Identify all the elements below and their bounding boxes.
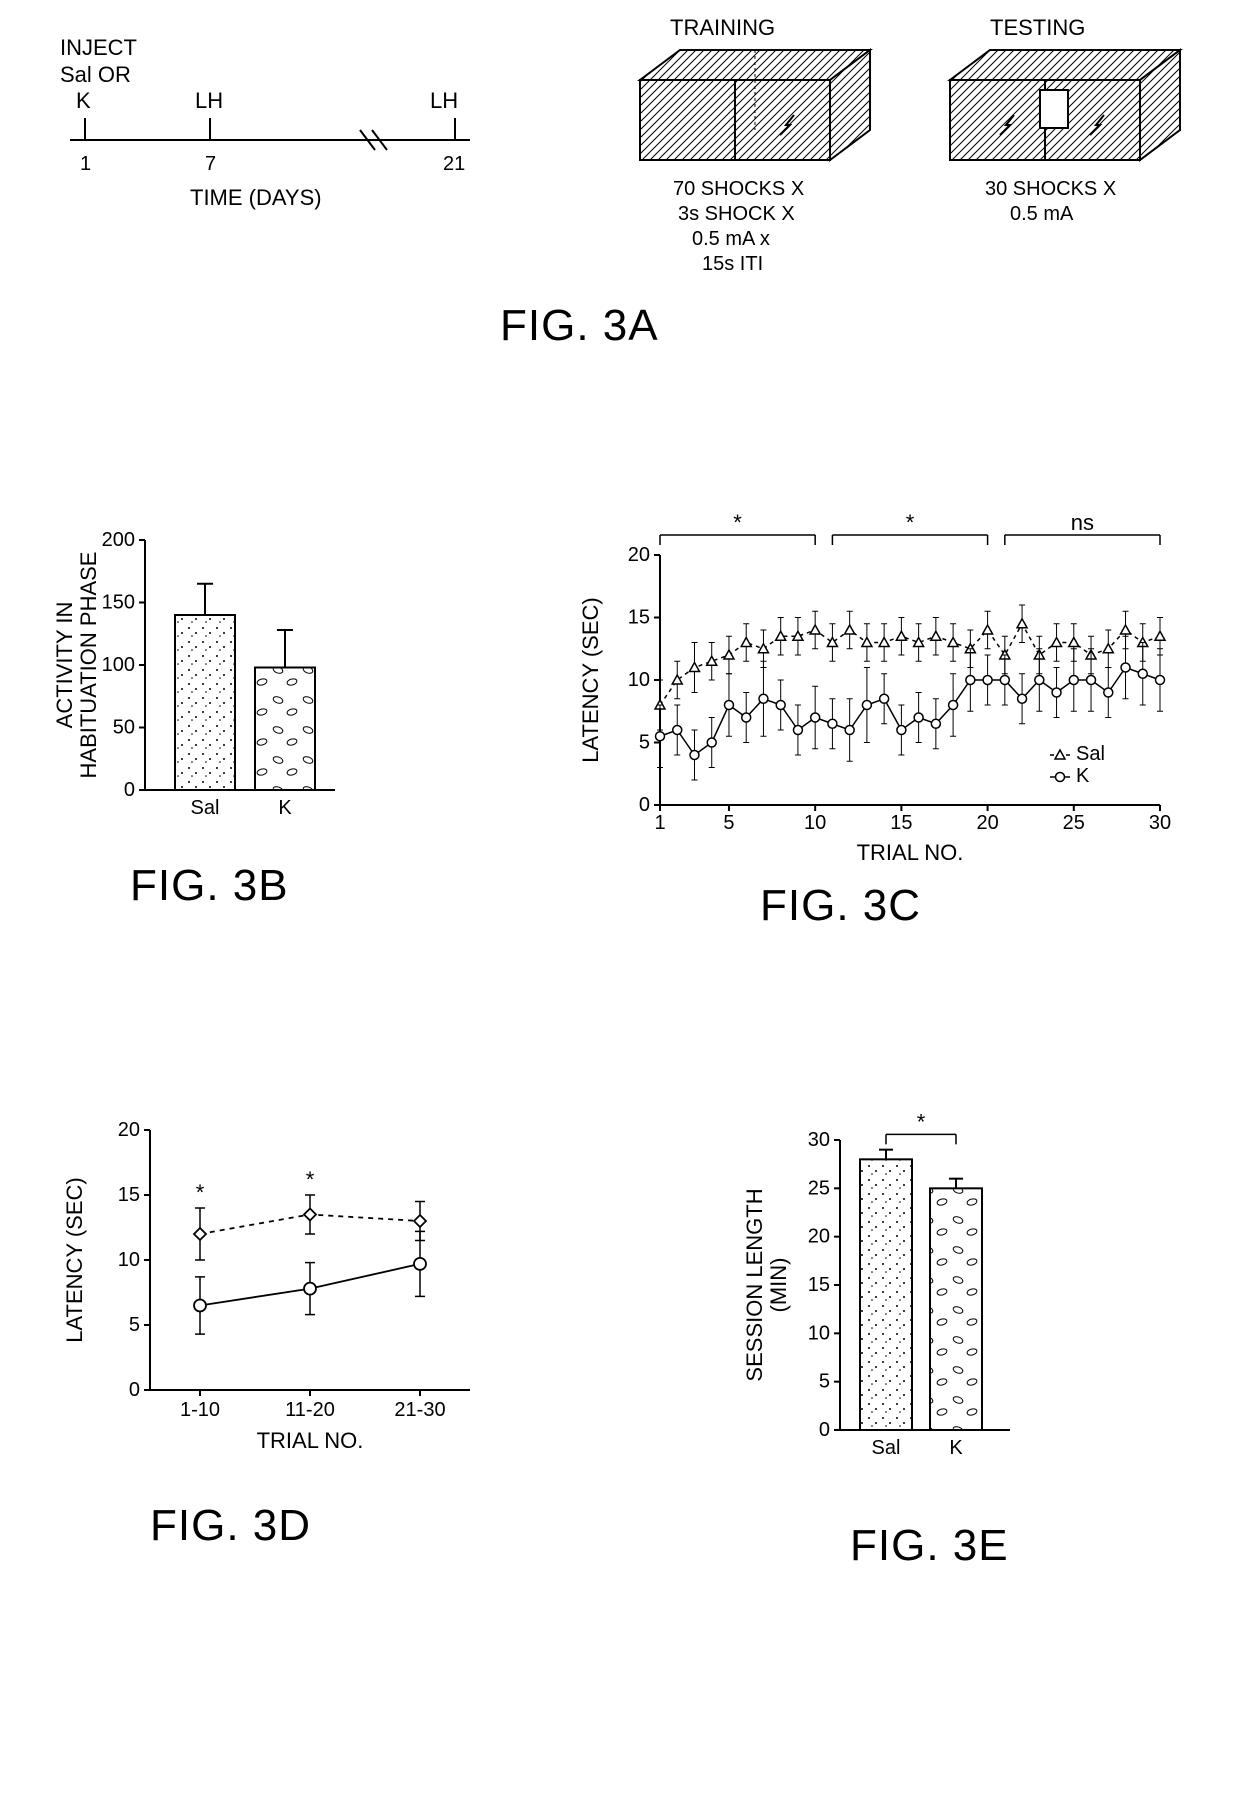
- fig-3a: INJECT Sal OR K LH LH 1 7 21 TIME (DAYS)…: [60, 15, 1180, 350]
- svg-text:10: 10: [808, 1322, 830, 1344]
- tick-7: 7: [205, 153, 216, 175]
- svg-text:(MIN): (MIN): [766, 1258, 791, 1313]
- svg-text:5: 5: [639, 732, 650, 754]
- tick-21: 21: [443, 153, 465, 175]
- svg-text:*: *: [906, 510, 915, 535]
- svg-text:K: K: [278, 797, 292, 819]
- svg-text:25: 25: [808, 1177, 830, 1199]
- svg-text:*: *: [917, 1109, 926, 1134]
- svg-text:21-30: 21-30: [394, 1399, 445, 1421]
- svg-text:30: 30: [808, 1129, 830, 1151]
- svg-text:*: *: [306, 1167, 315, 1192]
- svg-text:LATENCY (SEC): LATENCY (SEC): [62, 1177, 87, 1342]
- svg-text:20: 20: [808, 1226, 830, 1248]
- svg-text:15: 15: [890, 812, 912, 834]
- svg-text:K: K: [949, 1437, 963, 1459]
- svg-text:HABITUATION PHASE: HABITUATION PHASE: [76, 552, 101, 779]
- fig3c-label: FIG. 3C: [760, 881, 921, 930]
- k-label: K: [76, 88, 91, 113]
- testing-line-1: 0.5 mA: [1010, 203, 1074, 225]
- svg-text:20: 20: [628, 544, 650, 566]
- svg-text:TRIAL NO.: TRIAL NO.: [257, 1428, 364, 1453]
- svg-text:SESSION LENGTH: SESSION LENGTH: [742, 1188, 767, 1381]
- svg-text:Sal: Sal: [1076, 743, 1105, 765]
- svg-text:*: *: [196, 1180, 205, 1205]
- svg-text:10: 10: [804, 812, 826, 834]
- svg-text:11-20: 11-20: [285, 1399, 335, 1421]
- svg-text:ACTIVITY IN: ACTIVITY IN: [52, 602, 77, 729]
- svg-text:0: 0: [639, 794, 650, 816]
- timeline: INJECT Sal OR K LH LH 1 7 21 TIME (DAYS): [60, 35, 470, 210]
- svg-text:100: 100: [102, 654, 135, 676]
- svg-text:LATENCY (SEC): LATENCY (SEC): [578, 597, 603, 762]
- svg-text:K: K: [1076, 765, 1090, 787]
- fig-3c: 05101520151015202530**nsSalKLATENCY (SEC…: [578, 510, 1171, 865]
- svg-text:1-10: 1-10: [180, 1399, 220, 1421]
- svg-text:Sal: Sal: [191, 797, 220, 819]
- training-line-3: 15s ITI: [702, 253, 763, 275]
- tick-1: 1: [80, 153, 91, 175]
- training-line-1: 3s SHOCK X: [678, 203, 795, 225]
- fig3b-label: FIG. 3B: [130, 861, 289, 910]
- svg-text:1: 1: [654, 812, 665, 834]
- lh2-label: LH: [430, 88, 458, 113]
- svg-text:15: 15: [628, 607, 650, 629]
- svg-text:10: 10: [628, 669, 650, 691]
- training-line-0: 70 SHOCKS X: [673, 178, 804, 200]
- svg-text:ns: ns: [1071, 510, 1094, 535]
- fig-3d: 0 5 10 15 20 1-10 11-20 21-30 * * LATENCY (SEC) TRI…: [62, 1119, 470, 1453]
- fig-3e: 0 5 10 15 20 25 30 Sal K * SESSION LENGTH(MIN): [742, 1109, 1010, 1459]
- time-days-label: TIME (DAYS): [190, 185, 322, 210]
- salor-label: Sal OR: [60, 62, 131, 87]
- svg-text:0: 0: [129, 1379, 140, 1401]
- testing-title: TESTING: [990, 15, 1085, 40]
- svg-text:150: 150: [102, 592, 135, 614]
- testing-panel: TESTING 30 SHOCKS X 0.5 mA: [950, 15, 1180, 225]
- training-title: TRAINING: [670, 15, 775, 40]
- svg-text:TRIAL NO.: TRIAL NO.: [857, 840, 964, 865]
- svg-text:5: 5: [819, 1371, 830, 1393]
- svg-text:5: 5: [129, 1314, 140, 1336]
- testing-line-0: 30 SHOCKS X: [985, 178, 1116, 200]
- training-panel: TRAINING 70 SHOCKS X 3s SHOCK X 0.5 mA x…: [640, 15, 870, 275]
- svg-text:20: 20: [118, 1119, 140, 1141]
- svg-text:30: 30: [1149, 812, 1171, 834]
- figure-canvas: INJECT Sal OR K LH LH 1 7 21 TIME (DAYS)…: [0, 0, 1240, 1794]
- svg-text:20: 20: [976, 812, 998, 834]
- inject-label: INJECT: [60, 35, 137, 60]
- fig-3b: 0 50 100 150 200 Sal K ACTIVITY INHABITUATION P…: [52, 529, 335, 819]
- svg-text:200: 200: [102, 529, 135, 551]
- lh1-label: LH: [195, 88, 223, 113]
- svg-text:*: *: [733, 510, 742, 535]
- svg-text:10: 10: [118, 1249, 140, 1271]
- svg-text:0: 0: [819, 1419, 830, 1441]
- svg-text:0: 0: [124, 779, 135, 801]
- svg-text:5: 5: [723, 812, 734, 834]
- fig3d-label: FIG. 3D: [150, 1501, 311, 1550]
- training-line-2: 0.5 mA x: [692, 228, 770, 250]
- svg-text:Sal: Sal: [872, 1437, 901, 1459]
- fig3a-label: FIG. 3A: [500, 301, 659, 350]
- svg-text:15: 15: [118, 1184, 140, 1206]
- svg-text:50: 50: [113, 717, 135, 739]
- svg-text:25: 25: [1063, 812, 1085, 834]
- fig3e-label: FIG. 3E: [850, 1521, 1009, 1570]
- svg-text:15: 15: [808, 1274, 830, 1296]
